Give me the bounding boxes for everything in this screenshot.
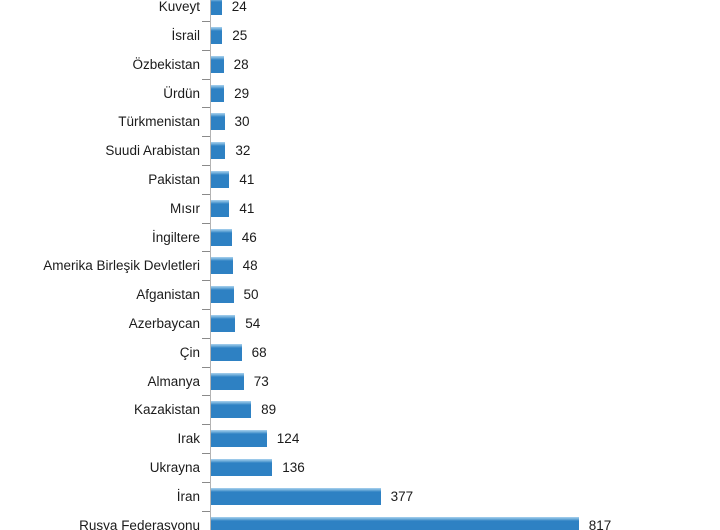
bar bbox=[211, 458, 273, 476]
axis-tick bbox=[202, 21, 210, 22]
axis-tick bbox=[202, 49, 210, 51]
axis-tick bbox=[202, 510, 210, 512]
value-label: 377 bbox=[390, 488, 414, 504]
bar bbox=[211, 430, 267, 448]
bar bbox=[211, 372, 244, 390]
bar bbox=[211, 257, 233, 275]
value-label: 24 bbox=[231, 0, 247, 15]
value-label: 41 bbox=[239, 171, 255, 187]
axis-tick bbox=[202, 251, 210, 253]
bar bbox=[211, 343, 242, 361]
value-label: 25 bbox=[232, 27, 248, 43]
value-label: 817 bbox=[588, 517, 612, 530]
value-label: 124 bbox=[276, 431, 300, 447]
bar bbox=[211, 142, 226, 160]
value-label: 29 bbox=[234, 85, 250, 101]
axis-tick bbox=[202, 222, 210, 224]
category-label: Çin bbox=[179, 344, 200, 360]
bar bbox=[211, 228, 232, 246]
category-label: Amerika Birleşik Devletleri bbox=[43, 258, 200, 274]
value-label: 89 bbox=[261, 402, 277, 418]
bar bbox=[211, 487, 381, 505]
category-label: İran bbox=[176, 488, 200, 504]
axis-tick bbox=[202, 424, 210, 426]
axis-tick bbox=[202, 453, 210, 454]
axis-tick bbox=[202, 107, 210, 109]
category-label: Almanya bbox=[147, 373, 200, 389]
category-label: Irak bbox=[177, 431, 200, 447]
axis-tick bbox=[202, 165, 210, 166]
value-label: 32 bbox=[235, 143, 251, 159]
axis-tick bbox=[202, 193, 210, 195]
bar bbox=[211, 0, 222, 16]
axis-tick bbox=[202, 481, 210, 483]
category-label: Suudi Arabistan bbox=[105, 143, 200, 159]
value-label: 30 bbox=[234, 114, 250, 130]
value-label: 46 bbox=[241, 229, 257, 245]
value-label: 41 bbox=[239, 200, 255, 216]
value-label: 54 bbox=[245, 315, 261, 331]
axis-tick bbox=[202, 395, 210, 397]
bar bbox=[211, 516, 579, 530]
category-label: Pakistan bbox=[148, 171, 200, 187]
bar bbox=[211, 55, 224, 73]
category-label: Azerbaycan bbox=[128, 315, 200, 331]
category-label: Özbekistan bbox=[132, 56, 200, 72]
bar bbox=[211, 314, 236, 332]
category-label: Rusya Federasyonu bbox=[79, 517, 200, 530]
category-label: İngiltere bbox=[151, 229, 200, 245]
category-label: Afganistan bbox=[136, 287, 200, 303]
category-label: İsrail bbox=[171, 27, 200, 43]
value-label: 73 bbox=[253, 373, 269, 389]
category-label: Kuveyt bbox=[158, 0, 200, 15]
axis-tick bbox=[202, 280, 210, 282]
value-label: 48 bbox=[242, 258, 258, 274]
bar bbox=[211, 26, 223, 44]
value-label: 68 bbox=[251, 344, 267, 360]
bar bbox=[211, 84, 225, 102]
axis-tick bbox=[202, 337, 210, 339]
category-label: Ürdün bbox=[163, 85, 200, 101]
y-axis-line bbox=[210, 0, 211, 530]
axis-tick bbox=[202, 78, 210, 80]
category-label: Kazakistan bbox=[133, 402, 200, 418]
bar bbox=[211, 113, 225, 131]
axis-tick bbox=[202, 136, 210, 138]
category-label: Türkmenistan bbox=[118, 114, 200, 130]
bar bbox=[211, 199, 230, 217]
bar bbox=[211, 401, 252, 419]
value-label: 50 bbox=[243, 287, 259, 303]
axis-tick bbox=[202, 309, 210, 310]
bar bbox=[211, 286, 234, 304]
axis-tick bbox=[202, 366, 210, 368]
category-label: Mısır bbox=[170, 200, 200, 216]
value-label: 136 bbox=[282, 459, 305, 475]
bar bbox=[211, 170, 230, 188]
value-label: 28 bbox=[233, 56, 249, 72]
category-label: Ukrayna bbox=[149, 459, 200, 475]
